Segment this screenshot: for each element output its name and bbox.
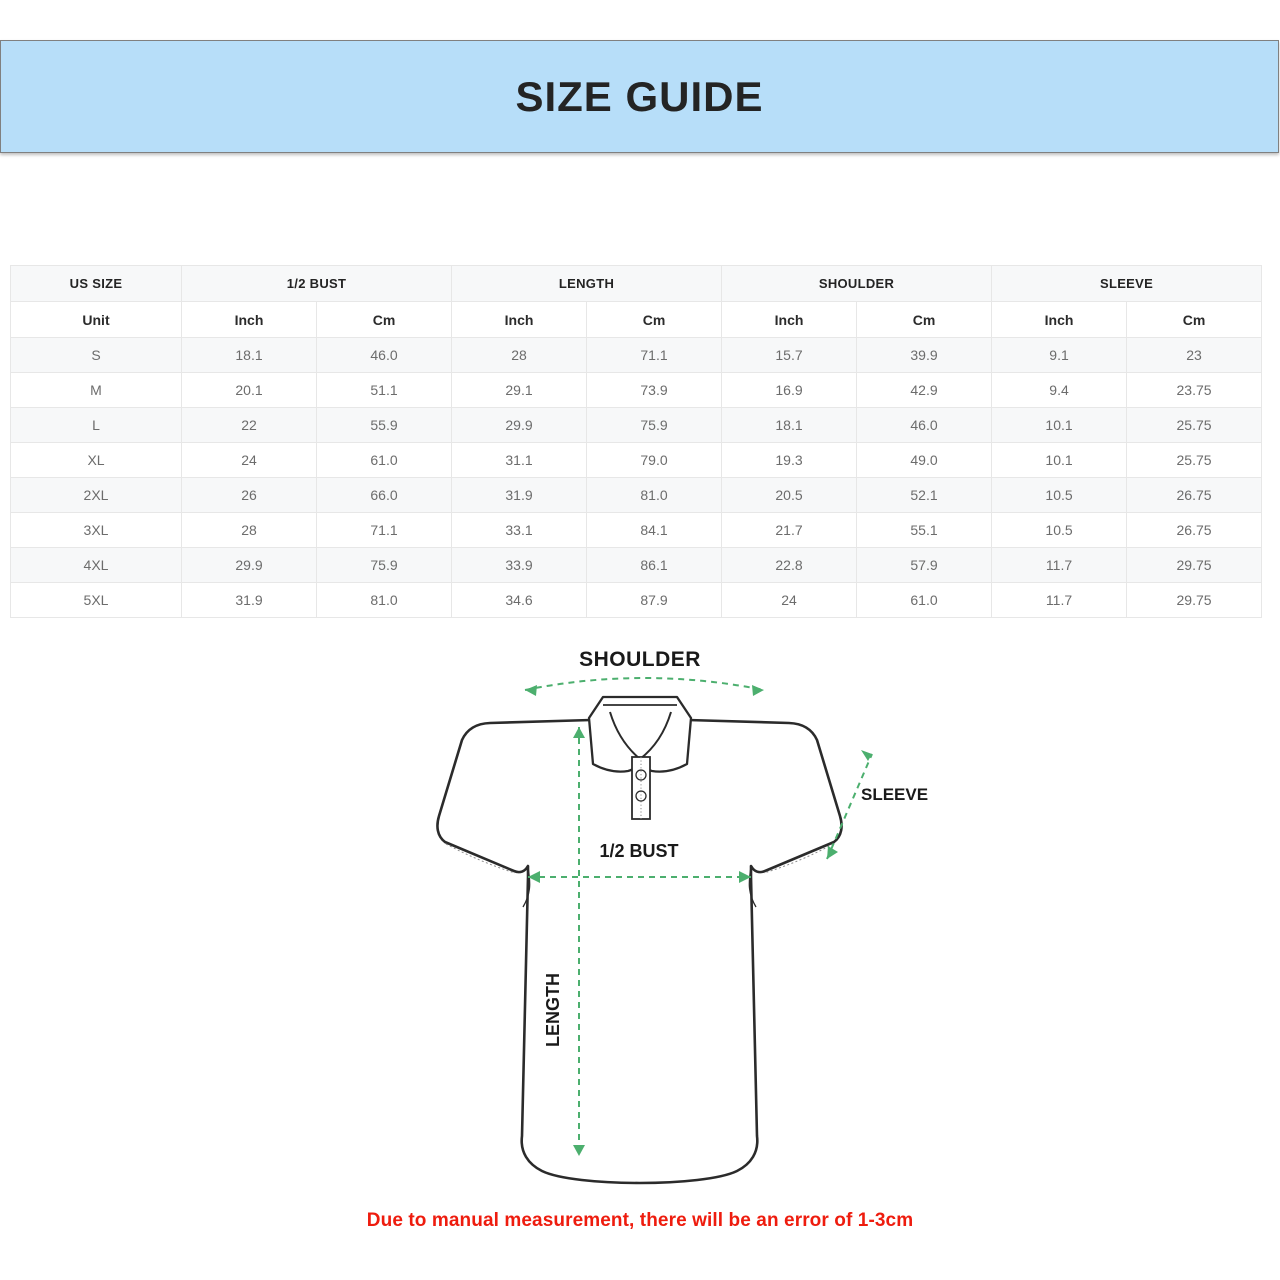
svg-text:LENGTH: LENGTH bbox=[543, 973, 563, 1047]
svg-text:SLEEVE: SLEEVE bbox=[861, 785, 928, 804]
svg-text:1/2 BUST: 1/2 BUST bbox=[599, 841, 678, 861]
